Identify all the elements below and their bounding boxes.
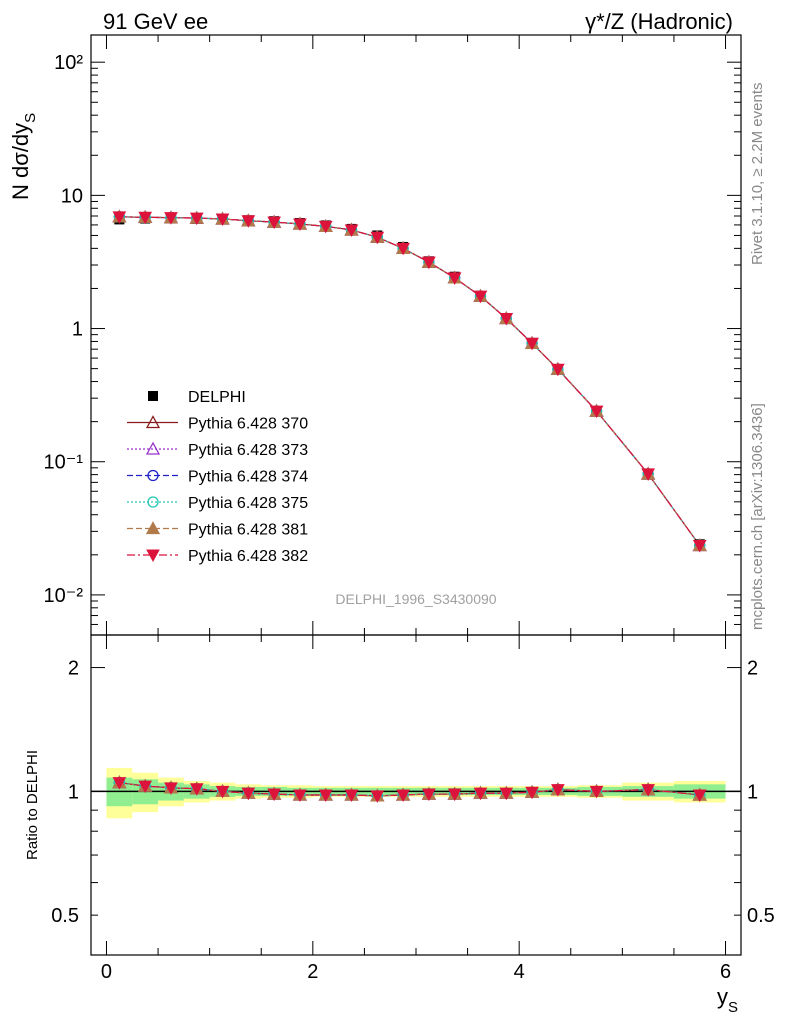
- mc-point: [241, 215, 256, 228]
- xtick-label: 6: [720, 961, 731, 983]
- ratio-point: [164, 782, 178, 795]
- ratio-point: [318, 789, 333, 803]
- main-panel: 10⁻² 10⁻¹ 1 10 10²: [44, 34, 742, 636]
- ratio-point: [525, 786, 539, 800]
- legend-label: Pythia 6.428 381: [188, 522, 308, 539]
- ratio-point: [447, 788, 462, 802]
- ratio-point: [267, 788, 281, 802]
- ratio-point: [551, 784, 565, 797]
- legend-label: Pythia 6.428 370: [188, 416, 308, 433]
- legend-label: Pythia 6.428 382: [188, 548, 308, 565]
- legend-marker: [147, 496, 159, 508]
- main-ytick-label: 1: [72, 319, 83, 341]
- main-ylabel: N dσ/dyS: [8, 113, 39, 200]
- ratio-point: [396, 789, 410, 803]
- main-ylabel-sub: S: [22, 113, 39, 123]
- main-ytick-label: 10⁻²: [44, 585, 84, 607]
- legend-marker: [145, 415, 161, 429]
- mc-point: [447, 272, 462, 285]
- mc-point: [112, 211, 127, 224]
- ratio-point: [215, 785, 230, 799]
- legend-label: Pythia 6.428 374: [188, 469, 308, 486]
- ratio-panel: 0.5 0.5 1 1 2 2 0 2 4 6: [51, 634, 775, 983]
- xlabel: yS: [717, 984, 738, 1016]
- analysis-label: DELPHI_1996_S3430090: [335, 591, 496, 607]
- main-ytick-label: 10⁻¹: [44, 452, 84, 474]
- xlabel-main: y: [717, 984, 728, 1009]
- legend: DELPHI Pythia 6.428 370 Pythia 6.428 373 Py…: [127, 389, 308, 565]
- mc-point: [692, 539, 707, 553]
- ratio-point: [589, 785, 604, 799]
- rivet-label: Rivet 3.1.10, ≥ 2.2M events: [749, 83, 766, 266]
- ratio-ytick-label: 2: [68, 658, 79, 680]
- header-right: γ*/Z (Hadronic): [585, 9, 733, 34]
- mc-point: [473, 290, 488, 304]
- mc-point: [267, 216, 281, 230]
- ratio-point: [241, 787, 256, 801]
- mc-point: [641, 468, 655, 481]
- header-left: 91 GeV ee: [103, 9, 208, 34]
- legend-marker: [146, 549, 160, 563]
- legend-marker: [145, 441, 161, 455]
- mc-point: [318, 220, 333, 234]
- legend-label: Pythia 6.428 373: [188, 442, 308, 459]
- mc-point: [396, 242, 410, 256]
- ratio-point: [293, 789, 307, 803]
- legend-marker-data: [148, 391, 158, 401]
- ratio-point: [112, 777, 127, 790]
- ratio-point: [473, 787, 488, 801]
- legend-label-data: DELPHI: [188, 389, 246, 406]
- xtick-label: 4: [514, 961, 525, 983]
- ratio-ylabel: Ratio to DELPHI: [24, 750, 41, 860]
- main-ylabel-main: N dσ/dy: [8, 123, 33, 200]
- mc-point: [525, 337, 539, 351]
- ratio-ytick-label-right: 2: [747, 658, 758, 680]
- mc-point: [138, 211, 153, 225]
- mc-point: [344, 224, 359, 237]
- mc-point: [551, 363, 565, 377]
- mc-point: [215, 213, 230, 227]
- xtick-label: 0: [101, 961, 112, 983]
- ratio-point: [499, 787, 514, 801]
- main-ytick-label: 10²: [54, 52, 83, 74]
- ratio-point: [138, 780, 153, 794]
- ratio-point: [692, 789, 707, 803]
- mc-point: [164, 212, 178, 225]
- legend-marker: [145, 521, 161, 535]
- ratio-ytick-label-right: 0.5: [747, 905, 775, 927]
- mc-point: [189, 212, 204, 226]
- ratio-point: [641, 784, 655, 797]
- main-frame: [90, 34, 742, 636]
- ratio-point: [344, 789, 359, 803]
- mc-point: [293, 218, 307, 231]
- mc-point: [422, 256, 436, 270]
- ratio-point: [370, 790, 385, 803]
- source-label: mcplots.cern.ch [arXiv:1306.3436]: [749, 403, 766, 630]
- ratio-ytick-label: 0.5: [51, 905, 79, 927]
- mc-point: [499, 312, 514, 326]
- ratio-point: [422, 788, 436, 802]
- xtick-label: 2: [307, 961, 318, 983]
- ratio-point: [189, 783, 204, 796]
- ratio-ytick-label-right: 1: [747, 781, 758, 803]
- legend-label: Pythia 6.428 375: [188, 495, 308, 512]
- mc-point: [370, 231, 385, 245]
- legend-marker: [147, 469, 159, 482]
- mc-point: [589, 405, 604, 419]
- main-ytick-label: 10: [61, 185, 83, 207]
- xlabel-sub: S: [728, 999, 738, 1016]
- ratio-ytick-label: 1: [68, 781, 79, 803]
